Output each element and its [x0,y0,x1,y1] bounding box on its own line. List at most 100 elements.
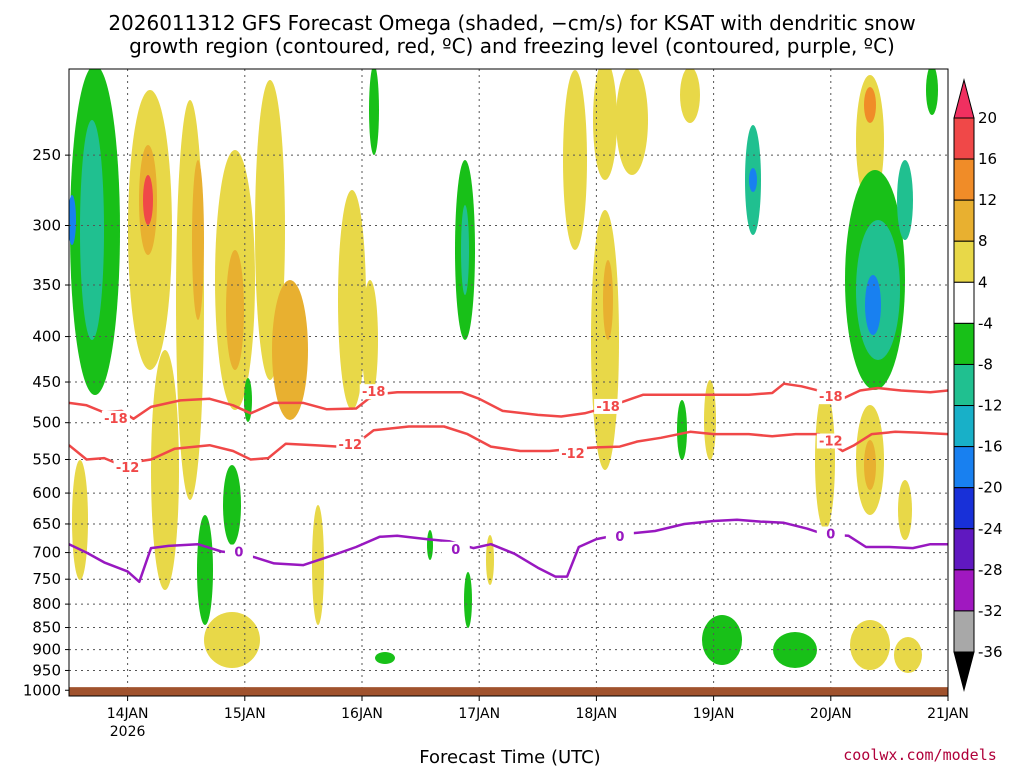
omega-region [897,160,913,240]
y-tick-label: 750 [32,570,61,588]
colorbar-bin [953,158,975,201]
omega-region [192,160,204,320]
omega-region [864,87,876,123]
x-tick-label: 17JAN [458,706,500,722]
colorbar-bin [953,240,975,283]
colorbar-bin [953,610,975,653]
omega-region [898,480,912,540]
colorbar-bin [953,487,975,530]
omega-region [69,195,76,245]
x-tick-label: 20JAN [810,706,852,722]
omega-region [143,175,153,225]
omega-region [223,465,241,545]
omega-region [864,440,876,490]
omega-region [704,380,716,460]
omega-region [593,69,617,180]
omega-region [80,120,104,340]
y-tick-label: 500 [32,414,61,432]
contour-label-bg [594,398,623,414]
contour-line-0 [69,518,948,584]
contour-label: -12 [561,447,585,462]
y-tick-label: 800 [32,595,61,613]
colorbar-label: -24 [978,520,1003,538]
contours: -18 -18 -18 -18 -12 -12 -12 -12 0 0 0 0 [69,382,948,584]
contour-label: -18 [362,385,386,400]
omega-region [427,530,433,560]
contour-label: -18 [819,390,843,405]
x-axis: 14JAN 2026 15JAN 16JAN 17JAN 18JAN 19JAN 20JAN 2… [107,696,969,740]
x-tick-label: 14JAN [107,706,149,722]
contour-label-bg [336,437,365,453]
contour-line--12 [69,425,948,465]
colorbar-bin [953,281,975,324]
omega-region [749,168,757,192]
colorbar-top-arrow [953,78,975,119]
colorbar-bin [953,117,975,160]
colorbar-label: -28 [978,561,1003,579]
y-axis: 250 300 350 400 450 500 550 600 650 700 750 800 850 9… [23,146,69,699]
omega-region [486,535,494,585]
contour-label: -18 [104,412,128,427]
omega-region [677,400,687,460]
colorbar-bottom-arrow [953,651,975,692]
colorbar-label: 16 [978,150,997,168]
y-tick-label: 300 [32,217,61,235]
chart-title-line-2: growth region (contoured, red, ºC) and f… [129,34,895,58]
omega-region [151,350,179,590]
omega-region [850,620,890,670]
omega-region [461,205,469,295]
x-tick-label: 16JAN [341,706,383,722]
y-tick-label: 600 [32,484,61,502]
contour-label-bg [101,410,130,426]
x-tick-label: 18JAN [576,706,618,722]
colorbar-bin [953,322,975,365]
contour-label-bg [816,433,845,449]
colorbar-label: -12 [978,397,1003,415]
omega-region [815,390,835,530]
omega-region [616,69,648,175]
colorbar: 20 16 12 8 4 -4 -8 -12 -16 -20 -24 -28 -32 -36 [953,78,1003,692]
colorbar-label: -36 [978,643,1003,661]
contour-label-bg [558,445,587,461]
omega-region [375,652,395,664]
omega-region [272,280,308,420]
colorbar-bin [953,446,975,489]
colorbar-label: 4 [978,273,988,291]
y-tick-label: 550 [32,450,61,468]
omega-region [338,190,366,410]
omega-region [312,505,324,625]
contour-label-bg [816,526,845,542]
y-tick-label: 1000 [23,681,61,699]
y-tick-label: 650 [32,515,61,533]
omega-region [72,460,88,580]
colorbar-label: -4 [978,314,993,332]
x-tick-label: 19JAN [693,706,735,722]
colorbar-bin [953,199,975,242]
colorbar-label: -8 [978,355,993,373]
y-tick-label: 900 [32,641,61,659]
omega-region [865,275,881,335]
contour-label: 0 [234,546,243,561]
omega-region [197,515,213,625]
contour-label-bg [605,528,634,544]
contour-label-bg [113,459,142,475]
contour-label: 0 [615,530,624,545]
y-tick-label: 450 [32,373,61,391]
contour-label-bg [359,384,388,400]
omega-region [702,615,742,665]
surface-band [69,687,948,696]
omega-region [369,69,379,155]
y-tick-label: 700 [32,544,61,562]
y-tick-label: 350 [32,276,61,294]
contour-label-bg [441,541,470,557]
omega-region [680,69,700,123]
contour-label: 0 [451,543,460,558]
contour-label: -12 [339,438,363,453]
omega-region [362,280,378,400]
colorbar-bin [953,363,975,407]
contour-label: -18 [596,400,620,415]
colorbar-label: -16 [978,438,1003,456]
y-tick-label: 950 [32,661,61,679]
y-tick-label: 850 [32,619,61,637]
x-tick-label: 15JAN [224,706,266,722]
